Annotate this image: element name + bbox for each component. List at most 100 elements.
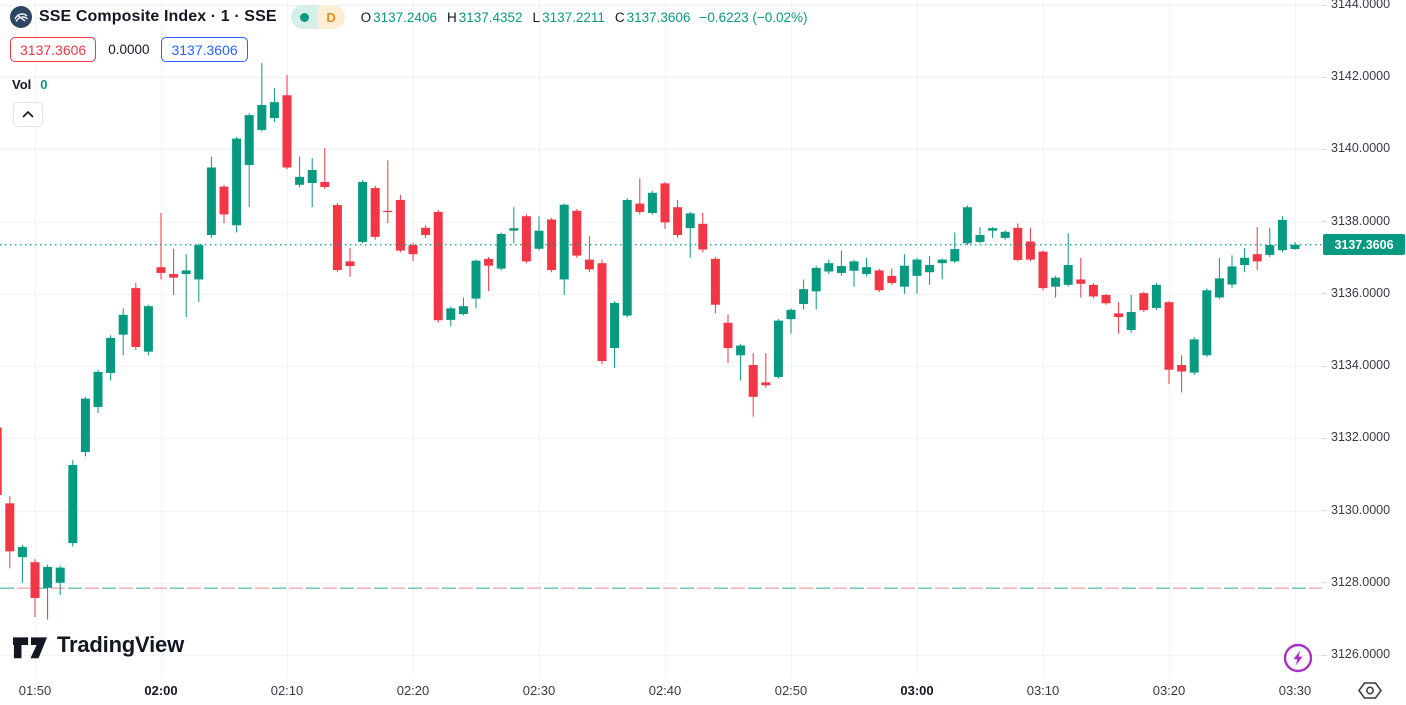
session-hexagon-icon[interactable]: [1357, 680, 1383, 701]
price-axis-label: 3140.0000: [1331, 141, 1391, 156]
price-axis-label: 3144.0000: [1331, 0, 1391, 11]
candle-02:50: [786, 308, 796, 334]
close-value: 3137.3606: [626, 9, 691, 25]
symbol-logo-icon[interactable]: [10, 6, 32, 28]
candle-03:24: [1214, 257, 1224, 300]
candle-02:26: [484, 257, 494, 291]
candle-02:44: [710, 257, 720, 314]
time-axis[interactable]: 01:50 02:00 02:10 02:20 02:30 02:40 02:50 03:00…: [0, 676, 1406, 705]
candle-02:25: [471, 259, 481, 309]
tradingview-logo[interactable]: TradingView: [12, 630, 184, 660]
current-price-label: 3137.3606: [1323, 234, 1405, 256]
spread-value: 0.0000: [108, 42, 150, 57]
candle-02:59: [899, 254, 909, 294]
price-axis-tick: [1322, 365, 1327, 367]
price-axis[interactable]: 3137.3606 3144.0000 3142.0000 3140.0000 313…: [1322, 0, 1406, 676]
candle-03:17: [1126, 294, 1136, 333]
price-axis-tick: [1322, 510, 1327, 512]
candle-02:00: [156, 213, 166, 280]
collapse-pane-button[interactable]: [13, 102, 43, 127]
time-axis-label: 03:00: [900, 683, 934, 698]
flash-boost-button[interactable]: [1281, 641, 1315, 675]
open-label: O: [360, 9, 372, 25]
price-axis-label: 3130.0000: [1331, 502, 1391, 517]
candle-02:49: [773, 319, 783, 379]
candle-02:41: [673, 200, 683, 238]
candle-02:40: [660, 181, 670, 229]
price-axis-tick: [1322, 437, 1327, 439]
candle-02:20: [408, 242, 418, 262]
low-value: 3137.2211: [542, 9, 605, 25]
candle-03:30: [1290, 242, 1300, 250]
symbol-title[interactable]: SSE Composite Index · 1 · SSE: [39, 8, 277, 25]
time-axis-label: 02:20: [396, 683, 430, 698]
candle-02:21: [421, 225, 431, 238]
candle-03:14: [1088, 283, 1098, 299]
candle-02:55: [849, 259, 859, 287]
candle-02:30: [534, 216, 544, 251]
time-axis-label: 02:50: [774, 683, 808, 698]
candle-02:38: [635, 178, 645, 215]
volume-label[interactable]: Vol: [12, 77, 32, 92]
candle-02:18: [383, 160, 393, 224]
candle-03:15: [1101, 293, 1111, 305]
time-axis-label: 02:40: [648, 683, 682, 698]
candle-02:19: [395, 194, 405, 253]
candle-01:58: [131, 283, 141, 350]
candle-03:01: [925, 255, 935, 285]
time-axis-label: 03:30: [1278, 683, 1312, 698]
candle-02:43: [698, 213, 708, 253]
candle-02:28: [509, 207, 519, 244]
price-axis-tick: [1322, 4, 1327, 6]
candle-02:03: [194, 243, 204, 302]
price-axis-label: 3136.0000: [1331, 285, 1391, 300]
buy-price-button[interactable]: 3137.3606: [161, 37, 248, 62]
candle-03:20: [1164, 301, 1174, 385]
candle-02:31: [547, 218, 557, 273]
candle-03:23: [1202, 288, 1212, 358]
candle-01:47: [0, 427, 2, 496]
time-axis-label: 02:10: [270, 683, 304, 698]
price-axis-label: 3138.0000: [1331, 213, 1391, 228]
candle-03:11: [1051, 275, 1061, 298]
price-axis-label: 3142.0000: [1331, 69, 1391, 84]
tradingview-mark-icon: [12, 637, 48, 659]
candle-02:12: [307, 158, 317, 208]
candle-03:10: [1038, 250, 1048, 291]
time-axis-label: 02:00: [144, 683, 178, 698]
price-axis-tick: [1322, 221, 1327, 223]
candle-02:48: [761, 353, 771, 388]
candle-03:03: [950, 232, 960, 264]
volume-row: Vol 0: [12, 77, 48, 92]
candle-03:06: [988, 227, 998, 238]
low-label: L: [532, 9, 541, 25]
candle-02:08: [257, 63, 267, 132]
chevron-up-icon: [22, 111, 34, 118]
high-value: 3137.4352: [458, 9, 523, 25]
price-axis-tick: [1322, 76, 1327, 78]
candle-03:12: [1063, 233, 1073, 287]
sell-price-button[interactable]: 3137.3606: [10, 37, 97, 62]
candle-02:42: [685, 211, 695, 258]
close-label: C: [614, 9, 625, 25]
candle-02:36: [610, 301, 620, 368]
candle-02:39: [647, 190, 657, 215]
candle-03:22: [1189, 337, 1199, 376]
candle-01:49: [17, 544, 27, 583]
candle-03:08: [1013, 223, 1023, 262]
tradingview-wordmark: TradingView: [57, 632, 184, 657]
candle-02:27: [496, 232, 506, 271]
price-axis-tick: [1322, 293, 1327, 295]
price-axis-tick: [1322, 148, 1327, 150]
interval-badge: D: [317, 5, 345, 29]
candle-01:59: [143, 304, 153, 356]
candle-01:54: [80, 396, 90, 457]
price-axis-label: 3126.0000: [1331, 647, 1391, 661]
price-axis-label: 3132.0000: [1331, 430, 1391, 445]
market-status-interval-toggle[interactable]: D: [290, 5, 345, 29]
candle-01:55: [93, 369, 103, 414]
candlestick-chart[interactable]: [0, 0, 1322, 676]
candles-series: [0, 63, 1300, 620]
candle-02:58: [887, 268, 897, 285]
